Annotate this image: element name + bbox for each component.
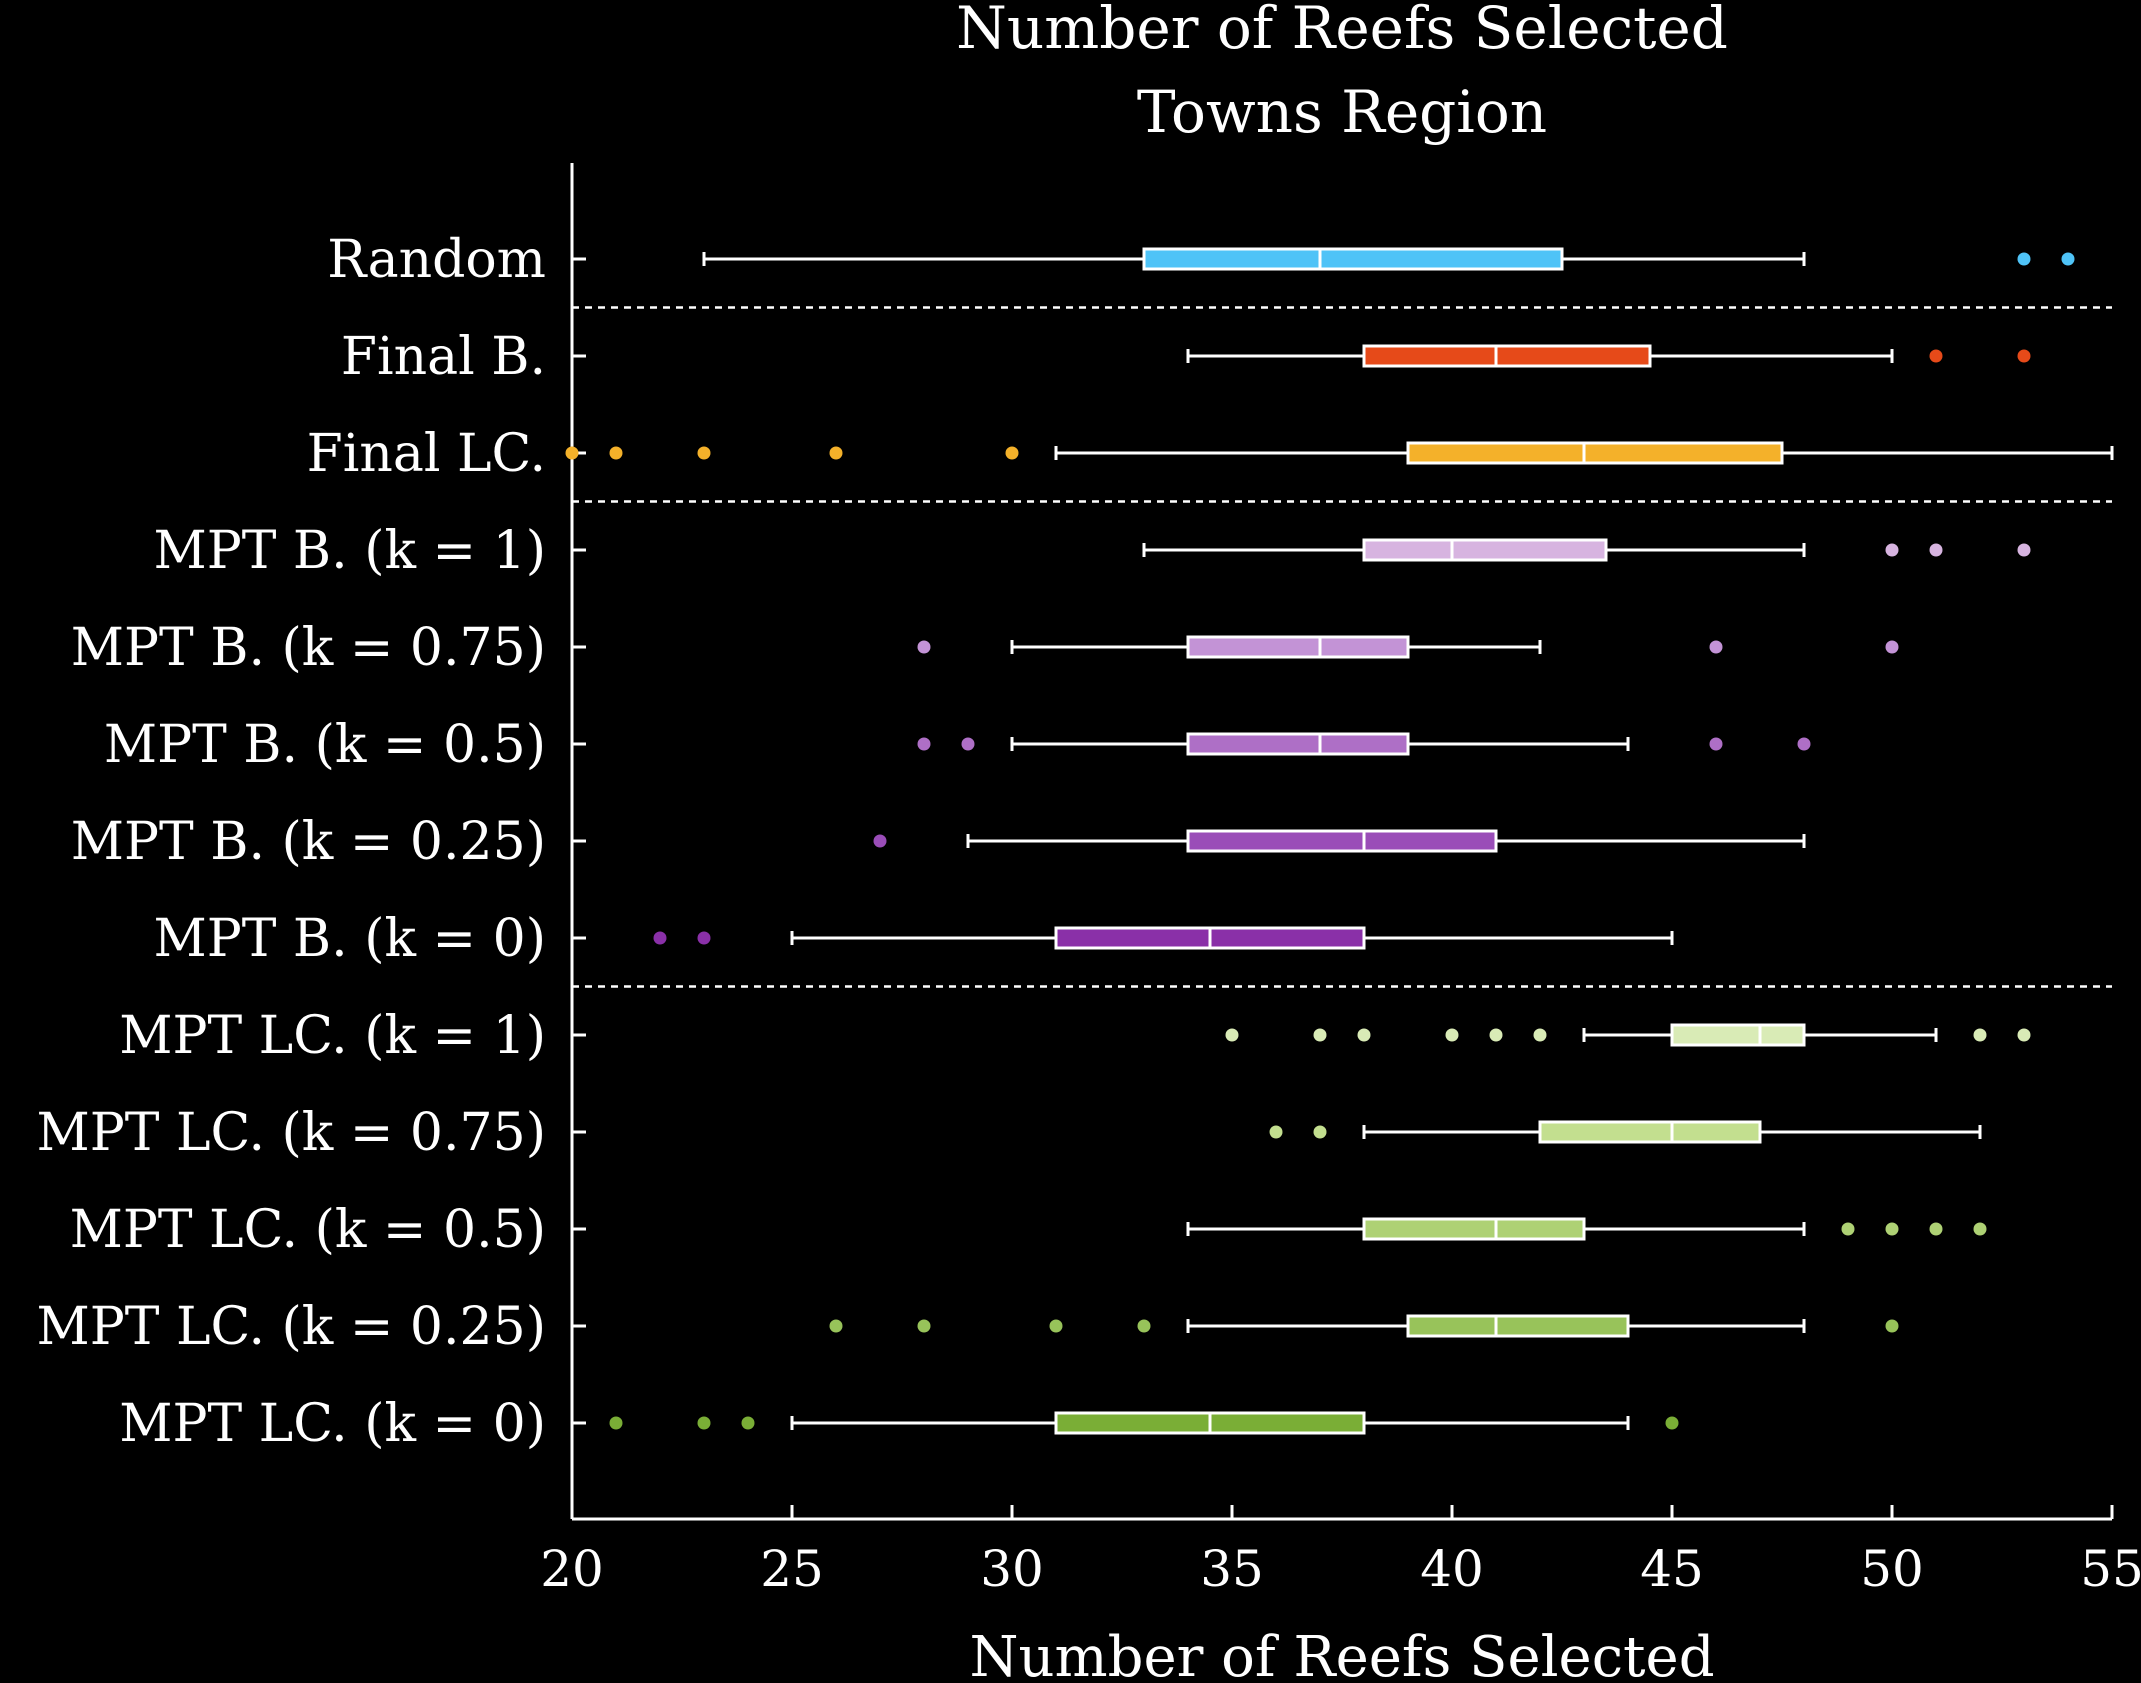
- outlier-point: [1709, 640, 1723, 654]
- x-axis-label: Number of Reefs Selected: [969, 1625, 1714, 1683]
- outlier-point: [1929, 349, 1943, 363]
- x-tick-label: 55: [2080, 1540, 2141, 1598]
- chart-title-line-2: Towns Region: [1137, 78, 1547, 146]
- category-label: MPT B. (k = 0.25): [71, 812, 546, 872]
- plot-area: 20 25 30 35 40 45 50 55 Random Final B. Final LC. M…: [37, 163, 2141, 1598]
- outlier-point: [697, 931, 711, 945]
- box-row: MPT B. (k = 0.5): [104, 715, 1811, 775]
- x-tick-label: 35: [1200, 1540, 1264, 1598]
- outlier-point: [2061, 252, 2075, 266]
- x-tick-label: 30: [980, 1540, 1044, 1598]
- outlier-point: [1973, 1222, 1987, 1236]
- outlier-point: [917, 737, 931, 751]
- category-label: MPT LC. (k = 0.25): [37, 1297, 546, 1357]
- outlier-point: [1489, 1028, 1503, 1042]
- outlier-point: [1929, 1222, 1943, 1236]
- chart-title-line-1: Number of Reefs Selected: [956, 0, 1728, 62]
- outlier-point: [1357, 1028, 1371, 1042]
- box-row: MPT LC. (k = 0.5): [70, 1200, 1987, 1260]
- outlier-point: [1885, 1222, 1899, 1236]
- box-row: MPT B. (k = 0.25): [71, 812, 1806, 872]
- outlier-point: [653, 931, 667, 945]
- iqr-box: [1406, 441, 1784, 465]
- category-label: MPT LC. (k = 0): [119, 1394, 546, 1454]
- box-row: MPT LC. (k = 0): [119, 1394, 1679, 1454]
- box-row: Final LC.: [307, 424, 2114, 484]
- outlier-point: [697, 1416, 711, 1430]
- box-row: MPT LC. (k = 0.75): [37, 1103, 1982, 1163]
- iqr-box: [1362, 1217, 1586, 1241]
- category-label: MPT B. (k = 0.75): [71, 618, 546, 678]
- x-tick-label: 50: [1860, 1540, 1924, 1598]
- outlier-point: [1269, 1125, 1283, 1139]
- category-label: Final B.: [341, 327, 546, 387]
- outlier-point: [609, 1416, 623, 1430]
- iqr-box: [1406, 1314, 1630, 1338]
- outlier-point: [1885, 543, 1899, 557]
- box-row: MPT B. (k = 1): [153, 521, 2031, 581]
- box-row: MPT LC. (k = 0.25): [37, 1297, 1899, 1357]
- outlier-point: [609, 446, 623, 460]
- outlier-point: [873, 834, 887, 848]
- box-row: MPT B. (k = 0.75): [71, 618, 1899, 678]
- outlier-point: [829, 446, 843, 460]
- iqr-box: [1538, 1120, 1762, 1144]
- outlier-point: [2017, 349, 2031, 363]
- outlier-point: [1137, 1319, 1151, 1333]
- outlier-point: [1533, 1028, 1547, 1042]
- category-label: MPT B. (k = 0): [153, 909, 546, 969]
- category-label: MPT LC. (k = 0.75): [37, 1103, 546, 1163]
- outlier-point: [1005, 446, 1019, 460]
- outlier-point: [1313, 1028, 1327, 1042]
- x-tick-label: 40: [1420, 1540, 1484, 1598]
- category-label: MPT LC. (k = 0.5): [70, 1200, 546, 1260]
- iqr-box: [1186, 829, 1498, 853]
- box-row: Random: [327, 230, 2075, 290]
- iqr-box: [1142, 247, 1564, 271]
- box-row: MPT B. (k = 0): [153, 909, 1674, 969]
- category-label: MPT B. (k = 0.5): [104, 715, 546, 775]
- x-tick-label: 25: [760, 1540, 824, 1598]
- outlier-point: [1313, 1125, 1327, 1139]
- outlier-point: [961, 737, 975, 751]
- outlier-point: [917, 640, 931, 654]
- category-label: Final LC.: [307, 424, 546, 484]
- outlier-point: [917, 1319, 931, 1333]
- outlier-point: [1885, 1319, 1899, 1333]
- outlier-point: [2017, 252, 2031, 266]
- iqr-box: [1186, 635, 1410, 659]
- outlier-point: [1841, 1222, 1855, 1236]
- box-row: Final B.: [341, 327, 2031, 387]
- iqr-box: [1186, 732, 1410, 756]
- outlier-point: [1709, 737, 1723, 751]
- outlier-point: [2017, 1028, 2031, 1042]
- category-label: MPT B. (k = 1): [153, 521, 546, 581]
- outlier-point: [1973, 1028, 1987, 1042]
- x-tick-label: 20: [540, 1540, 604, 1598]
- box-row: MPT LC. (k = 1): [119, 1006, 2031, 1066]
- category-label: MPT LC. (k = 1): [119, 1006, 546, 1066]
- outlier-point: [741, 1416, 755, 1430]
- iqr-box: [1362, 344, 1652, 368]
- outlier-point: [1797, 737, 1811, 751]
- outlier-point: [829, 1319, 843, 1333]
- category-label: Random: [327, 230, 546, 290]
- outlier-point: [565, 446, 579, 460]
- outlier-point: [1929, 543, 1943, 557]
- iqr-box: [1362, 538, 1608, 562]
- x-tick-label: 45: [1640, 1540, 1704, 1598]
- outlier-point: [1665, 1416, 1679, 1430]
- outlier-point: [1885, 640, 1899, 654]
- outlier-point: [1049, 1319, 1063, 1333]
- iqr-box: [1670, 1023, 1806, 1047]
- outlier-point: [1225, 1028, 1239, 1042]
- outlier-point: [1445, 1028, 1459, 1042]
- outlier-point: [697, 446, 711, 460]
- outlier-point: [2017, 543, 2031, 557]
